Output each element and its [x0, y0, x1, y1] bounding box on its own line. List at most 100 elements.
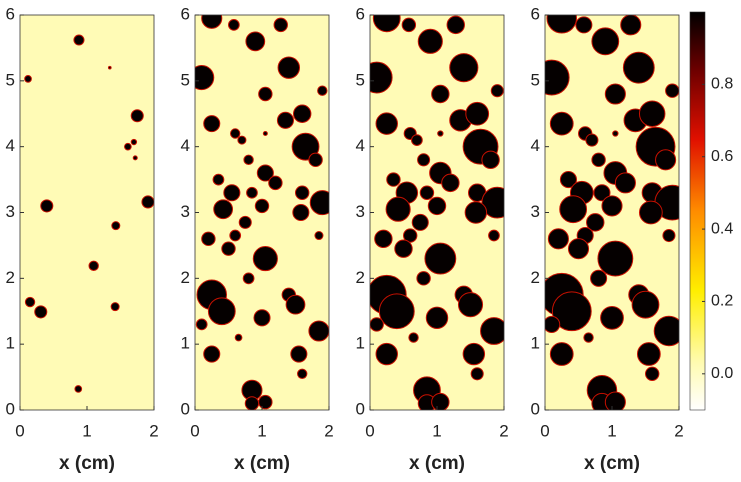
blob: [110, 302, 120, 312]
blob: [559, 171, 577, 189]
blob: [73, 34, 85, 46]
blob: [285, 294, 306, 315]
blob: [203, 345, 221, 363]
blob: [292, 203, 310, 222]
colorbar-tick-label: 0.4: [711, 220, 733, 237]
blob: [470, 367, 484, 381]
blob: [431, 392, 450, 410]
x-tick-label: 1: [607, 421, 616, 440]
blob: [314, 231, 324, 241]
blob: [375, 342, 398, 366]
colorbar-tick-label: 0.0: [711, 365, 733, 382]
blob: [203, 115, 221, 133]
blob: [317, 85, 328, 96]
blob: [262, 130, 268, 137]
blob: [419, 185, 435, 200]
blob: [370, 317, 384, 332]
blob: [230, 128, 241, 139]
blob: [583, 332, 594, 343]
y-tick-label: 5: [181, 70, 190, 89]
y-tick-label: 0: [181, 399, 190, 418]
y-tick-label: 1: [531, 334, 540, 353]
x-tick-label: 0: [540, 421, 549, 440]
blob: [132, 155, 138, 161]
blob: [213, 199, 234, 220]
y-tick-label: 0: [6, 399, 15, 418]
blob: [195, 64, 215, 91]
blob: [449, 53, 479, 83]
blob: [559, 195, 588, 224]
blob: [246, 186, 258, 199]
blob: [604, 391, 626, 410]
blob: [221, 241, 236, 256]
blob: [234, 333, 243, 342]
blob: [601, 195, 623, 217]
blob: [546, 15, 577, 34]
blob: [417, 153, 431, 167]
blob: [290, 345, 308, 363]
blob: [130, 138, 138, 146]
blob: [431, 84, 450, 104]
blob: [403, 228, 418, 243]
blob: [372, 15, 401, 33]
x-axis-label: x (cm): [584, 453, 640, 474]
x-tick-label: 1: [432, 421, 441, 440]
colorbar: [689, 11, 706, 411]
y-tick-label: 6: [6, 4, 15, 23]
blob: [201, 231, 216, 247]
blob: [590, 269, 608, 287]
blob: [292, 104, 312, 123]
blob: [638, 100, 666, 127]
blob: [545, 315, 561, 333]
blob: [223, 184, 241, 202]
colorbar-tick-label: 0.8: [711, 76, 733, 93]
blob: [201, 15, 223, 29]
blob: [401, 17, 417, 33]
blob: [254, 198, 270, 214]
blob: [378, 293, 415, 330]
blob: [374, 229, 393, 249]
blob: [551, 291, 592, 332]
blob: [620, 15, 642, 36]
x-tick-label: 0: [190, 421, 199, 440]
blob: [547, 228, 569, 250]
blob: [229, 229, 242, 242]
plot-area: [20, 15, 154, 410]
blob: [655, 149, 677, 171]
x-tick-label: 2: [674, 421, 683, 440]
y-tick-label: 1: [181, 334, 190, 353]
y-tick-label: 2: [531, 268, 540, 287]
y-tick-label: 4: [531, 136, 540, 155]
y-tick-label: 0: [356, 399, 365, 418]
blob: [207, 297, 236, 326]
blob: [417, 28, 443, 54]
blob: [88, 260, 99, 272]
blob: [297, 368, 308, 379]
x-axis-label: x (cm): [59, 453, 115, 474]
blob: [277, 56, 301, 79]
blob: [276, 111, 294, 129]
blob: [24, 296, 36, 308]
blob: [253, 309, 271, 327]
y-tick-label: 4: [356, 136, 365, 155]
blob: [243, 154, 254, 166]
blob: [268, 175, 283, 191]
blob: [291, 132, 320, 161]
colorbar-tick-label: 0.2: [711, 293, 733, 310]
y-tick-label: 6: [181, 4, 190, 23]
blob: [408, 332, 419, 343]
y-tick-label: 3: [531, 202, 540, 221]
blobs: [370, 15, 504, 410]
blob: [308, 320, 329, 342]
y-tick-label: 4: [6, 136, 15, 155]
blob: [212, 173, 225, 186]
y-tick-label: 6: [531, 4, 540, 23]
blob: [295, 185, 310, 200]
y-tick-label: 1: [6, 334, 15, 353]
blob: [308, 152, 323, 168]
blob: [258, 394, 273, 410]
y-tick-label: 3: [356, 202, 365, 221]
blob: [411, 213, 429, 231]
blob: [586, 213, 605, 232]
